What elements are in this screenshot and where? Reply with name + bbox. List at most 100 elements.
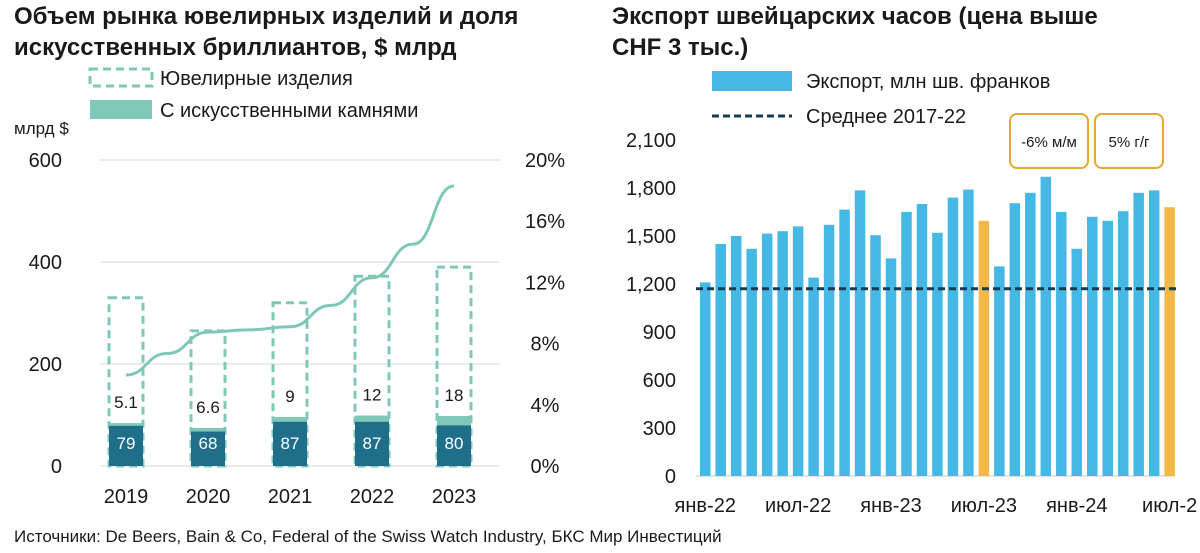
y-axis-tick-label: 200 [29, 354, 62, 376]
bar-export [700, 282, 711, 476]
x-axis-tick-label: 2020 [186, 486, 231, 508]
bar-lab-stones [437, 416, 471, 426]
bar-export [1071, 248, 1083, 476]
y-axis-tick-label: 2,100 [626, 130, 676, 152]
bar-export [1056, 212, 1067, 476]
bar-export-highlighted [1164, 207, 1175, 476]
bar-label-natural: 87 [281, 434, 300, 453]
bar-export [1117, 211, 1129, 476]
legend-label-lab: С искусственными камнями [160, 100, 418, 122]
bar-export [870, 235, 881, 476]
y-axis-tick-label: 400 [29, 252, 62, 274]
share-line [125, 184, 455, 377]
y2-axis-tick-label: 0% [531, 456, 560, 478]
bar-export [994, 266, 1005, 476]
right-chart-title-line-1: Экспорт швейцарских часов (цена выше [612, 3, 1098, 30]
jewelry-market-chart: 0 200 400 600 0% 4% 8% 12% 16% 20% млрд $ Ювелирные… [14, 67, 565, 508]
y-axis-tick-label: 0 [51, 456, 62, 478]
x-axis-tick-label: 2023 [432, 486, 477, 508]
x-axis-tick-label: июл-22 [765, 495, 831, 517]
bar-export [1148, 190, 1160, 476]
right-chart-title-line-2: CHF 3 тыс.) [612, 34, 749, 61]
bar-export [1009, 203, 1021, 476]
y-axis-tick-label: 1,200 [626, 274, 676, 296]
bar-export [854, 190, 866, 476]
callout-box [1094, 113, 1164, 169]
bar-export [746, 248, 757, 476]
bar-export-highlighted [978, 220, 990, 476]
bar-label-natural: 87 [363, 434, 382, 453]
x-axis-tick-label: янв-23 [860, 495, 921, 517]
bar-export [1133, 192, 1144, 477]
y-axis-tick-label: 300 [643, 418, 676, 440]
x-axis-tick-label: 2022 [350, 486, 395, 508]
y-axis-tick-label: 0 [665, 466, 676, 488]
x-axis-tick-label: июл-23 [951, 495, 1017, 517]
bar-label-natural: 80 [445, 434, 464, 453]
bar-export [885, 258, 897, 476]
bar-lab-stones [191, 427, 225, 432]
bar-lab-stones [273, 417, 307, 422]
legend-swatch-export [712, 71, 792, 91]
bar-export [792, 226, 804, 476]
y2-axis-tick-label: 12% [525, 272, 565, 294]
y-axis-tick-label: 600 [29, 150, 62, 172]
bar-export [963, 189, 974, 476]
y-axis-tick-label: 1,500 [626, 226, 676, 248]
bar-export [947, 197, 959, 476]
bar-natural-stones [273, 421, 307, 466]
y-axis-tick-label: 600 [643, 370, 676, 392]
bar-export [916, 204, 928, 476]
bar-natural-stones [109, 425, 143, 466]
legend-label-export: Экспорт, млн шв. франков [806, 71, 1050, 93]
x-axis-tick-label: 2021 [268, 486, 313, 508]
bar-label-lab: 18 [445, 386, 464, 405]
legend-swatch-jewelry [88, 67, 154, 88]
y-axis-tick-label: 1,800 [626, 178, 676, 200]
bar-lab-stones [109, 423, 143, 426]
bar-natural-stones [191, 431, 225, 466]
bar-export [1087, 216, 1098, 477]
bar-export [808, 277, 819, 476]
y2-axis-tick-label: 16% [525, 211, 565, 233]
x-axis-tick-label: янв-24 [1046, 495, 1107, 517]
bar-export [839, 209, 850, 476]
legend-label-average: Среднее 2017-22 [806, 106, 966, 128]
bar-label-natural: 68 [199, 434, 218, 453]
bar-export [761, 233, 773, 476]
y2-axis-tick-label: 4% [531, 395, 560, 417]
left-chart-title-line-1: Объем рынка ювелирных изделий и доля [14, 3, 519, 30]
legend-swatch-lab [90, 100, 152, 119]
bar-jewelry-total [107, 296, 145, 468]
bar-export [1102, 220, 1113, 476]
bar-label-lab: 6.6 [196, 398, 220, 417]
y2-axis-tick-label: 8% [531, 334, 560, 356]
bar-label-lab: 5.1 [114, 393, 138, 412]
y-axis-unit-label: млрд $ [14, 119, 69, 138]
callout-label: -6% м/м [1021, 134, 1077, 151]
bar-label-natural: 79 [117, 434, 136, 453]
bar-lab-stones [355, 415, 389, 422]
callout-box [1009, 113, 1089, 169]
bar-label-lab: 9 [285, 387, 294, 406]
bar-export [1040, 176, 1052, 477]
bar-export [715, 244, 726, 476]
bar-export [1025, 192, 1036, 477]
bar-export [932, 232, 943, 476]
y-axis-tick-label: 900 [643, 322, 676, 344]
x-axis-tick-label: июл-2 [1142, 495, 1197, 517]
bar-natural-stones [437, 425, 471, 466]
left-chart-title-line-2: искусственных бриллиантов, $ млрд [14, 34, 457, 61]
bar-export [777, 231, 788, 476]
y2-axis-tick-label: 20% [525, 150, 565, 172]
x-axis-tick-label: 2019 [104, 486, 149, 508]
bar-natural-stones [355, 421, 389, 466]
bar-export [730, 236, 742, 476]
bar-export [823, 224, 835, 476]
legend-label-jewelry: Ювелирные изделия [160, 68, 353, 90]
swiss-watch-export-chart: 0 300 600 900 1,200 1,500 1,800 2,100 янв-22 июл-… [626, 71, 1197, 517]
bar-export [901, 212, 912, 476]
bar-label-lab: 12 [363, 386, 382, 405]
source-note: Источники: De Beers, Bain & Co, Federal … [14, 527, 722, 546]
x-axis-tick-label: янв-22 [675, 495, 736, 517]
